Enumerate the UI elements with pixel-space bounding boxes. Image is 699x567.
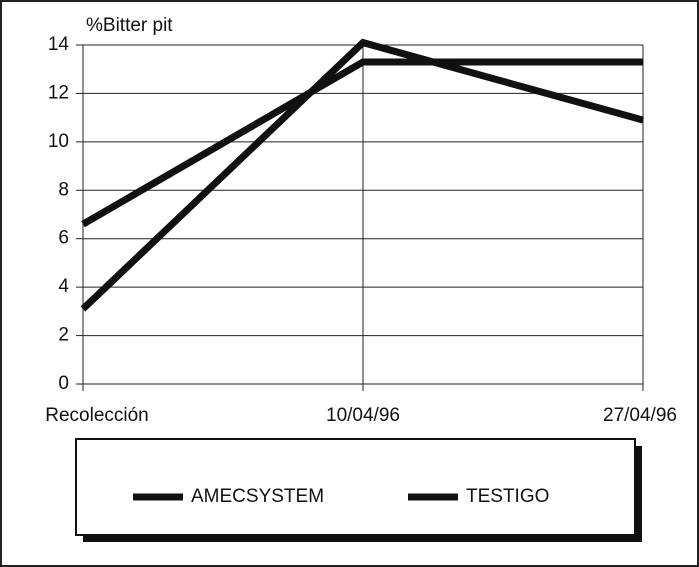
y-axis-label: %Bitter pit [86,15,173,36]
x-tick-label: 10/04/96 [326,405,400,426]
y-tick-label: 6 [58,228,69,249]
legend-label: AMECSYSTEM [191,486,324,507]
y-tick-label: 8 [58,179,69,200]
y-tick-label: 4 [58,276,69,297]
y-tick-label: 2 [58,325,69,346]
y-tick-label: 14 [48,34,70,55]
x-tick-label: Recolección [45,405,149,426]
y-tick-label: 12 [48,82,69,103]
legend-label: TESTIGO [466,486,549,507]
x-tick-label: 27/04/96 [603,405,677,426]
series-line [81,58,643,228]
y-tick-label: 10 [48,131,69,152]
legend-box [75,438,636,536]
y-tick-label: 0 [58,373,69,394]
series-line [80,38,644,312]
